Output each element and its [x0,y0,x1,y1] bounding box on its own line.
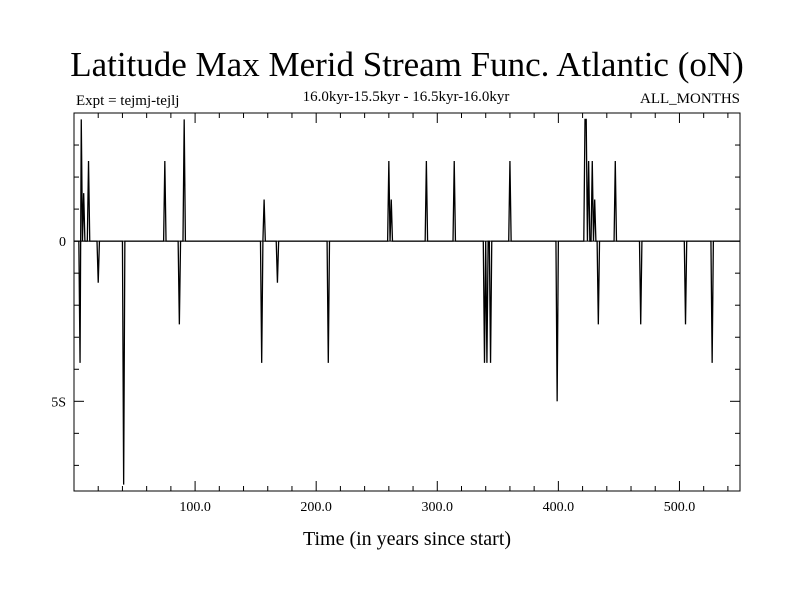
x-axis-label: Time (in years since start) [303,528,511,550]
x-axis-tick-labels: 100.0 200.0 300.0 400.0 500.0 [179,500,695,515]
chart-title: Latitude Max Merid Stream Func. Atlantic… [70,45,744,84]
y-tick-label: 0 [59,235,66,250]
x-tick-label: 500.0 [664,500,696,515]
plot-frame [73,112,741,492]
expt-label: Expt = tejmj-tejlj [76,93,179,109]
x-axis-ticks [73,113,729,491]
x-tick-label: 100.0 [179,500,211,515]
x-tick-label: 300.0 [422,500,454,515]
y-tick-label: 5S [51,395,66,410]
y-axis-tick-labels: 0 5S [51,235,66,410]
months-label: ALL_MONTHS [640,91,740,107]
series-layer [74,118,740,485]
series-line-0 [74,118,740,485]
x-tick-label: 200.0 [300,500,332,515]
x-tick-label: 400.0 [543,500,575,515]
chart-subtitle: 16.0kyr-15.5kyr - 16.5kyr-16.0kyr [303,89,510,105]
